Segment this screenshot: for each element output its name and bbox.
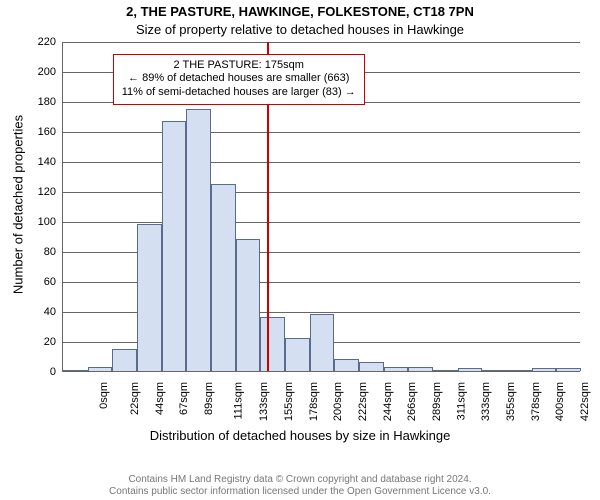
x-tick-label: 400sqm xyxy=(554,382,566,421)
y-tick-label: 40 xyxy=(0,306,56,318)
gridline xyxy=(63,132,580,133)
y-tick-label: 200 xyxy=(0,66,56,78)
histogram-bar xyxy=(162,121,187,372)
x-tick-label: 266sqm xyxy=(406,382,418,421)
histogram-bar xyxy=(285,338,310,371)
x-tick-label: 133sqm xyxy=(258,382,270,421)
y-tick-label: 100 xyxy=(0,216,56,228)
y-tick-label: 80 xyxy=(0,246,56,258)
histogram-bar xyxy=(532,368,557,371)
histogram-bar xyxy=(458,368,483,371)
histogram-bar xyxy=(186,109,211,372)
x-tick-label: 111sqm xyxy=(232,382,244,420)
gridline xyxy=(63,192,580,193)
footer-attribution: Contains HM Land Registry data © Crown c… xyxy=(0,474,600,498)
histogram-bar xyxy=(359,362,384,371)
histogram-bar xyxy=(334,359,359,371)
info-line-1: 2 THE PASTURE: 175sqm xyxy=(122,59,356,73)
x-tick-label: 289sqm xyxy=(431,382,443,421)
y-tick-label: 140 xyxy=(0,156,56,168)
gridline xyxy=(63,42,580,43)
info-line-2: ← 89% of detached houses are smaller (66… xyxy=(122,72,356,86)
x-tick-label: 200sqm xyxy=(332,382,344,421)
histogram-bar xyxy=(137,224,162,371)
y-tick-label: 60 xyxy=(0,276,56,288)
histogram-bar xyxy=(88,367,113,372)
y-tick-label: 220 xyxy=(0,36,56,48)
x-tick-label: 311sqm xyxy=(455,382,467,420)
x-tick-label: 155sqm xyxy=(283,382,295,421)
gridline xyxy=(63,162,580,163)
x-tick-label: 333sqm xyxy=(480,382,492,421)
x-tick-label: 178sqm xyxy=(308,382,320,421)
x-tick-label: 355sqm xyxy=(505,382,517,421)
info-line-3: 11% of semi-detached houses are larger (… xyxy=(122,86,356,100)
x-tick-label: 222sqm xyxy=(357,382,369,421)
histogram-bar xyxy=(433,370,458,371)
x-axis-label: Distribution of detached houses by size … xyxy=(0,428,600,443)
y-tick-label: 160 xyxy=(0,126,56,138)
histogram-bar xyxy=(310,314,335,371)
histogram-chart: 2, THE PASTURE, HAWKINGE, FOLKESTONE, CT… xyxy=(0,0,600,500)
histogram-bar xyxy=(384,367,409,372)
histogram-bar xyxy=(260,317,285,371)
x-tick-label: 44sqm xyxy=(154,382,166,415)
y-tick-label: 0 xyxy=(0,366,56,378)
histogram-bar xyxy=(408,367,433,372)
x-tick-label: 244sqm xyxy=(382,382,394,421)
histogram-bar xyxy=(507,370,532,371)
y-tick-label: 120 xyxy=(0,186,56,198)
histogram-bar xyxy=(482,370,507,371)
histogram-bar xyxy=(556,368,581,371)
histogram-bar xyxy=(112,349,137,372)
y-tick-label: 180 xyxy=(0,96,56,108)
x-tick-label: 22sqm xyxy=(129,382,141,415)
histogram-bar xyxy=(63,370,88,371)
x-tick-label: 89sqm xyxy=(203,382,215,415)
info-box: 2 THE PASTURE: 175sqm ← 89% of detached … xyxy=(113,54,365,105)
plot-area: 2 THE PASTURE: 175sqm ← 89% of detached … xyxy=(62,42,580,372)
histogram-bar xyxy=(211,184,236,372)
y-axis-label: Number of detached properties xyxy=(11,40,26,370)
gridline xyxy=(63,222,580,223)
histogram-bar xyxy=(236,239,261,371)
x-tick-label: 67sqm xyxy=(178,382,190,415)
footer-line-2: Contains public sector information licen… xyxy=(0,486,600,498)
chart-title: 2, THE PASTURE, HAWKINGE, FOLKESTONE, CT… xyxy=(0,4,600,19)
x-tick-label: 0sqm xyxy=(98,382,110,409)
y-tick-label: 20 xyxy=(0,336,56,348)
x-tick-label: 422sqm xyxy=(579,382,591,421)
x-tick-label: 378sqm xyxy=(530,382,542,421)
footer-line-1: Contains HM Land Registry data © Crown c… xyxy=(0,474,600,486)
chart-subtitle: Size of property relative to detached ho… xyxy=(0,22,600,37)
